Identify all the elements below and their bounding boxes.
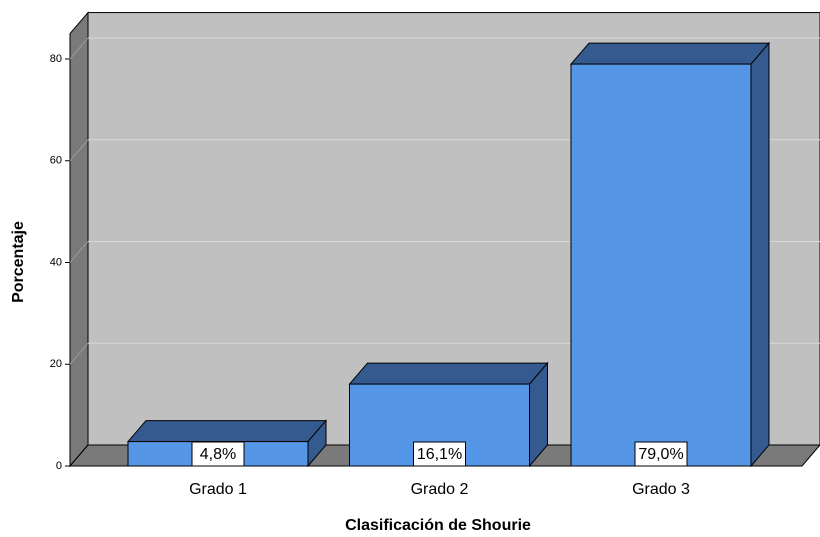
x-tick-label: Grado 1: [189, 481, 247, 498]
left-wall: [69, 11, 89, 468]
grid-line: [69, 139, 89, 162]
y-tick-label: 0: [56, 460, 62, 472]
bar-side: [750, 41, 770, 468]
value-label: 4,8%: [200, 446, 236, 463]
value-label: 16,1%: [417, 446, 462, 463]
value-label-box: [634, 441, 688, 467]
y-axis-title: Porcentaje: [10, 221, 27, 303]
x-axis-title: Clasificación de Shourie: [345, 517, 531, 534]
y-tick-label: 40: [50, 256, 62, 268]
y-tick-label: 80: [50, 53, 62, 65]
y-tick-label: 20: [50, 358, 62, 370]
y-tick-label: 60: [50, 155, 62, 167]
bar-top: [126, 420, 328, 443]
bar-top: [348, 362, 549, 385]
value-label: 79,0%: [638, 446, 683, 463]
bar-top: [569, 42, 771, 65]
grid-line: [69, 241, 89, 263]
x-tick-label: Grado 2: [411, 481, 469, 498]
grid-line: [69, 37, 89, 60]
bar: [570, 63, 752, 467]
value-label-box: [191, 441, 245, 467]
grid-line: [69, 342, 89, 365]
x-tick-label: Grado 3: [632, 481, 690, 498]
value-label-box: [413, 441, 466, 467]
